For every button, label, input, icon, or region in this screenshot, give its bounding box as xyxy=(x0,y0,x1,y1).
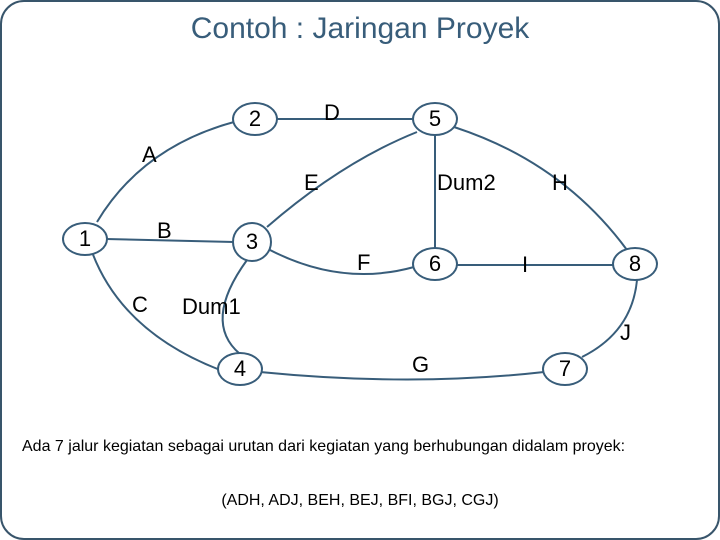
edges-svg xyxy=(42,72,682,412)
paths-line: (ADH, ADJ, BEH, BEJ, BFI, BGJ, CGJ) xyxy=(2,492,718,510)
node-5: 5 xyxy=(412,102,458,136)
node-3: 3 xyxy=(232,222,272,262)
caption-text: Ada 7 jalur kegiatan sebagai urutan dari… xyxy=(22,437,698,458)
node-6: 6 xyxy=(412,247,458,281)
node-label: 5 xyxy=(429,106,441,132)
edge-label-H: H xyxy=(552,170,568,196)
edge-label-Dum2: Dum2 xyxy=(437,170,496,196)
node-label: 4 xyxy=(234,356,246,382)
slide-title: Contoh : Jaringan Proyek xyxy=(2,12,718,46)
network-diagram: 1 2 3 4 5 6 7 8 A B C D E F G H I J Dum1… xyxy=(42,72,682,412)
edge-label-Dum1: Dum1 xyxy=(182,294,241,320)
edge-label-B: B xyxy=(157,218,172,244)
node-7: 7 xyxy=(542,352,588,386)
edge-label-F: F xyxy=(357,250,370,276)
node-4: 4 xyxy=(217,352,263,386)
node-label: 7 xyxy=(559,356,571,382)
node-label: 8 xyxy=(629,251,641,277)
slide-frame: Contoh : Jaringan Proyek xyxy=(0,0,720,540)
node-1: 1 xyxy=(62,222,108,256)
edge-label-J: J xyxy=(620,320,631,346)
edge-label-G: G xyxy=(412,352,429,378)
node-label: 2 xyxy=(249,106,261,132)
edge-label-C: C xyxy=(132,292,148,318)
node-label: 1 xyxy=(79,226,91,252)
node-8: 8 xyxy=(612,247,658,281)
edge-label-I: I xyxy=(522,252,528,278)
node-label: 6 xyxy=(429,251,441,277)
node-label: 3 xyxy=(246,229,258,255)
edge-label-D: D xyxy=(324,100,340,126)
edge-label-E: E xyxy=(304,170,319,196)
node-2: 2 xyxy=(232,102,278,136)
edge-label-A: A xyxy=(142,142,157,168)
